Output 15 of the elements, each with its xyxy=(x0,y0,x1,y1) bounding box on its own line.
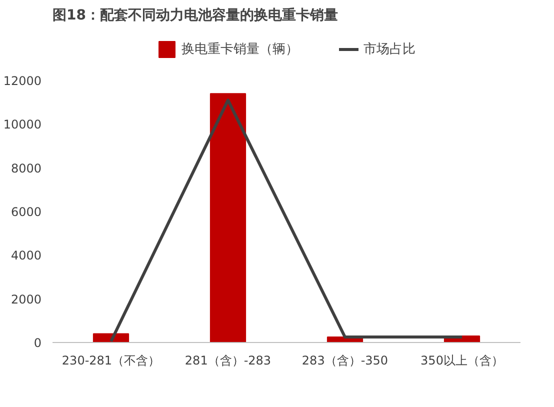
legend-label: 换电重卡销量（辆） xyxy=(182,41,298,58)
y-tick-label: 4000 xyxy=(10,248,42,263)
x-tick-label: 283（含）-350 xyxy=(302,354,388,368)
y-tick-label: 2000 xyxy=(10,292,42,306)
y-tick-label: 0 xyxy=(34,336,42,350)
y-tick-label: 10000 xyxy=(3,118,42,132)
y-tick-label: 6000 xyxy=(10,205,42,219)
x-tick-label: 281（含）-283 xyxy=(184,354,272,368)
bar xyxy=(210,93,246,342)
y-tick-label: 12000 xyxy=(3,74,42,88)
x-tick-label: 230-281（不含） xyxy=(62,354,160,368)
y-tick-label: 8000 xyxy=(10,161,42,176)
x-tick-label: 350以上（含） xyxy=(420,354,504,368)
legend-label: 市场占比 xyxy=(364,41,416,58)
chart-title: 图18：配套不同动力电池容量的换电重卡销量 xyxy=(52,6,338,24)
